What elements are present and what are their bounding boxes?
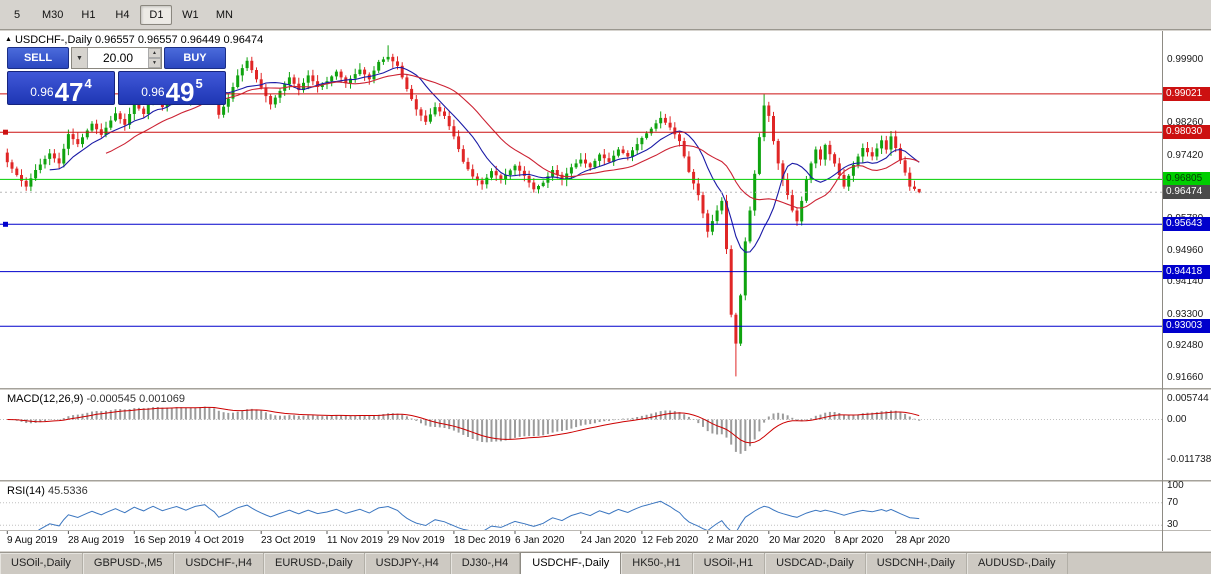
one-click-trading-panel: SELL ▼ 20.00 ▲ ▼ BUY 0.96 47 4 0.96 49 5: [7, 47, 226, 105]
price-axis-separator: [1162, 31, 1163, 551]
price-tag-level: 0.99021: [1163, 87, 1210, 101]
date-label: 20 Mar 2020: [769, 535, 826, 546]
price-tag-current: 0.96474: [1163, 185, 1210, 199]
volume-control: ▼ 20.00 ▲ ▼: [71, 47, 162, 69]
rsi-axis-label: 70: [1167, 497, 1179, 508]
chart-tab-bar: USOil-,Daily GBPUSD-,M5 USDCHF-,H4 EURUSD-,…: [0, 552, 1211, 574]
date-label: 23 Oct 2019: [261, 535, 316, 546]
date-label: 28 Apr 2020: [896, 535, 950, 546]
chart-tab-hk50-h1[interactable]: HK50-,H1: [621, 553, 693, 574]
price-tag-level: 0.93003: [1163, 319, 1210, 333]
chart-tab-usdchf-daily[interactable]: USDCHF-,Daily: [520, 552, 622, 574]
buy-price-panel[interactable]: 0.96 49 5: [118, 71, 226, 105]
volume-increase-button[interactable]: ▲: [148, 48, 161, 58]
macd-indicator-label: MACD(12,26,9) -0.000545 0.001069: [7, 393, 185, 405]
chart-tab-gbpusd-m5[interactable]: GBPUSD-,M5: [83, 553, 175, 574]
date-label: 28 Aug 2019: [68, 535, 125, 546]
macd-axis-label: -0.011738: [1167, 454, 1211, 465]
price-tag-level: 0.95643: [1163, 217, 1210, 231]
sell-button[interactable]: SELL: [7, 47, 69, 69]
date-label: 24 Jan 2020: [581, 535, 637, 546]
timeframe-button-mn[interactable]: MN: [215, 8, 233, 21]
buy-price-base: 0.96: [141, 85, 165, 99]
chart-tab-dj30-h4[interactable]: DJ30-,H4: [451, 553, 521, 574]
price-axis-label: 0.98260: [1167, 117, 1204, 128]
rsi-axis-label: 30: [1167, 519, 1179, 530]
date-label: 2 Mar 2020: [708, 535, 759, 546]
timeframe-button-d1[interactable]: D1: [140, 4, 173, 25]
price-axis-label: 0.97420: [1167, 150, 1204, 161]
chart-tab-eurusd-daily[interactable]: EURUSD-,Daily: [264, 553, 365, 574]
macd-histogram: [11, 406, 921, 454]
price-axis-label: 0.91660: [1167, 372, 1204, 383]
chart-tab-usdcnh-daily[interactable]: USDCNH-,Daily: [866, 553, 967, 574]
price-tag-level: 0.96805: [1163, 172, 1210, 186]
price-axis-label: 0.94960: [1167, 245, 1204, 256]
buy-price-pips: 49: [165, 76, 195, 107]
chart-symbol-label: USDCHF-,Daily: [14, 34, 92, 46]
pane-separator-macd-rsi[interactable]: [0, 480, 1211, 482]
collapse-icon[interactable]: ▲: [5, 36, 12, 43]
chart-ohlc-values: 0.96557 0.96557 0.96449 0.96474: [95, 34, 264, 46]
rsi-indicator-label: RSI(14) 45.5336: [7, 485, 88, 497]
chart-tab-usoil-h1[interactable]: USOil-,H1: [693, 553, 766, 574]
timeframe-button-h1[interactable]: H1: [81, 8, 96, 21]
chart-background: [0, 31, 1211, 551]
date-label: 4 Oct 2019: [195, 535, 244, 546]
chart-tab-usoil-daily[interactable]: USOil-,Daily: [0, 553, 83, 574]
date-label: 29 Nov 2019: [388, 535, 445, 546]
volume-input[interactable]: 20.00: [102, 51, 134, 65]
timeframe-button-m30[interactable]: M30: [42, 8, 64, 21]
date-label: 8 Apr 2020: [835, 535, 884, 546]
line-handle[interactable]: [3, 129, 8, 135]
timeframe-button-h4[interactable]: H4: [115, 8, 130, 21]
price-axis-label: 0.92480: [1167, 340, 1204, 351]
date-label: 18 Dec 2019: [454, 535, 511, 546]
sell-price-panel[interactable]: 0.96 47 4: [7, 71, 115, 105]
buy-price-pipette: 5: [195, 76, 203, 91]
sell-price-base: 0.96: [30, 85, 54, 99]
date-label: 16 Sep 2019: [134, 535, 191, 546]
price-axis-label: 0.93300: [1167, 309, 1204, 320]
buy-button[interactable]: BUY: [164, 47, 226, 69]
sell-price-pipette: 4: [84, 76, 92, 91]
price-tag-level: 0.94418: [1163, 265, 1210, 279]
chart-tab-usdjpy-h4[interactable]: USDJPY-,H4: [365, 553, 451, 574]
chart-tab-usdchf-h4[interactable]: USDCHF-,H4: [174, 553, 264, 574]
line-handle[interactable]: [3, 221, 8, 227]
timeframe-button-5[interactable]: 5: [13, 8, 21, 21]
timeframe-toolbar: 5 M30 H1 H4 D1 W1 MN: [0, 0, 1211, 30]
chart-tab-audusd-daily[interactable]: AUDUSD-,Daily: [967, 553, 1068, 574]
price-axis-label: 0.94140: [1167, 276, 1204, 287]
price-tag-level: 0.98030: [1163, 125, 1210, 139]
macd-axis-label: 0.00: [1167, 414, 1187, 425]
macd-axis-label: 0.005744: [1167, 393, 1209, 404]
rsi-line: [37, 500, 920, 530]
macd-signal-line: [7, 406, 920, 444]
date-label: 12 Feb 2020: [642, 535, 699, 546]
volume-dropdown-icon[interactable]: ▼: [72, 48, 88, 68]
chart-title[interactable]: ▲ USDCHF-,Daily 0.96557 0.96557 0.96449 0…: [5, 34, 263, 46]
price-axis-label: 0.99900: [1167, 54, 1204, 65]
volume-decrease-button[interactable]: ▼: [148, 58, 161, 68]
rsi-axis-label: 100: [1167, 480, 1184, 491]
pane-separator-rsi-timeline: [0, 530, 1211, 531]
pane-separator-price-macd[interactable]: [0, 388, 1211, 390]
sell-price-pips: 47: [54, 76, 84, 107]
timeframe-button-w1[interactable]: W1: [182, 8, 199, 21]
date-label: 6 Jan 2020: [515, 535, 565, 546]
chart-tab-usdcad-daily[interactable]: USDCAD-,Daily: [765, 553, 866, 574]
date-label: 9 Aug 2019: [7, 535, 58, 546]
date-label: 11 Nov 2019: [327, 535, 383, 546]
